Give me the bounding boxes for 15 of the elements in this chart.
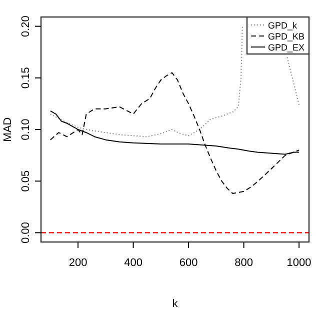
y-tick-label: 0.15 (20, 67, 32, 89)
x-axis-title: k (172, 298, 178, 310)
legend-label: GPD_EX (268, 42, 305, 52)
x-tick-label: 1000 (286, 257, 312, 269)
x-tick-label: 200 (68, 257, 88, 269)
y-tick-label: 0.20 (20, 16, 32, 37)
y-tick-label: 0.00 (20, 222, 32, 244)
legend-label: GPD_KB (268, 32, 305, 42)
y-axis-title: MAD (2, 117, 14, 142)
x-tick-label: 400 (124, 257, 142, 269)
y-tick-label: 0.05 (20, 170, 32, 192)
x-tick-label: 800 (234, 257, 253, 269)
y-tick-label: 0.10 (20, 118, 32, 140)
legend-label: GPD_k (268, 20, 298, 30)
x-tick-label: 600 (179, 257, 198, 269)
